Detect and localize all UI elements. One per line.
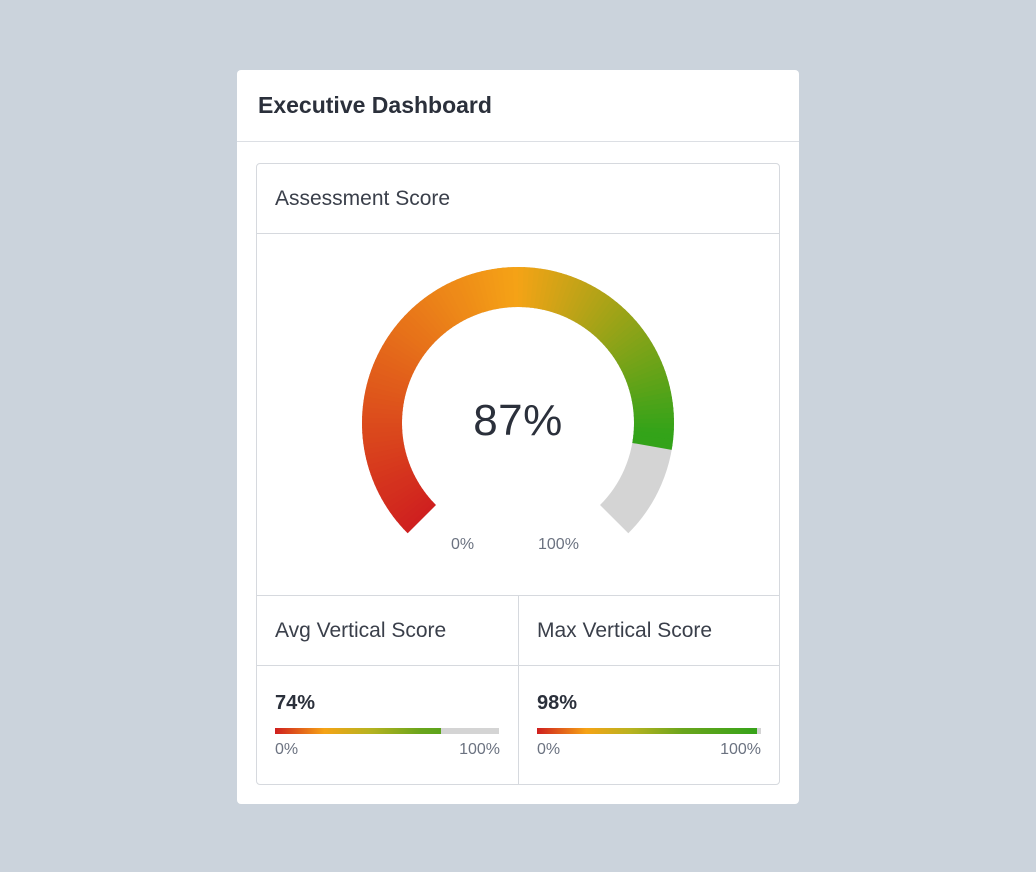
gauge-fill	[362, 267, 674, 534]
avg-vertical-score-label: Avg Vertical Score	[275, 618, 447, 642]
card-header: Executive Dashboard	[237, 70, 799, 142]
max-vertical-score-panel: Max Vertical Score 98% 0% 100%	[518, 596, 779, 784]
avg-vertical-score-header: Avg Vertical Score	[257, 596, 518, 666]
avg-vertical-score-bar-fill	[275, 728, 441, 734]
max-vertical-score-bar	[537, 728, 761, 734]
vertical-scores-row: Avg Vertical Score 74% 0% 100% Max Verti…	[257, 596, 779, 784]
gauge-arc	[362, 267, 674, 534]
max-vertical-score-value: 98%	[537, 692, 578, 714]
gauge-max-label: 100%	[538, 536, 579, 553]
max-vertical-score-header: Max Vertical Score	[519, 596, 779, 666]
max-vertical-score-label: Max Vertical Score	[537, 618, 713, 642]
avg-vertical-score-value: 74%	[275, 692, 316, 714]
dashboard-title: Executive Dashboard	[258, 92, 492, 118]
avg-vertical-score-panel: Avg Vertical Score 74% 0% 100%	[257, 596, 518, 784]
assessment-score-label: Assessment Score	[275, 186, 451, 210]
assessment-score-header: Assessment Score	[257, 164, 779, 234]
gauge-min-label: 0%	[451, 536, 475, 553]
executive-dashboard-card: Executive Dashboard Assessment Score 87%…	[237, 70, 799, 804]
avg-bar-min-label: 0%	[275, 741, 299, 758]
max-vertical-score-bar-fill	[537, 728, 757, 734]
gauge-fill-segment	[632, 438, 673, 450]
scores-panel: Assessment Score 87% 0% 100% Avg Vertica…	[256, 163, 780, 785]
max-bar-min-label: 0%	[537, 741, 561, 758]
avg-vertical-score-bar	[275, 728, 499, 734]
avg-bar-max-label: 100%	[459, 741, 500, 758]
assessment-gauge: 87% 0% 100%	[257, 234, 779, 596]
assessment-score-value: 87%	[473, 396, 563, 445]
max-bar-max-label: 100%	[720, 741, 761, 758]
